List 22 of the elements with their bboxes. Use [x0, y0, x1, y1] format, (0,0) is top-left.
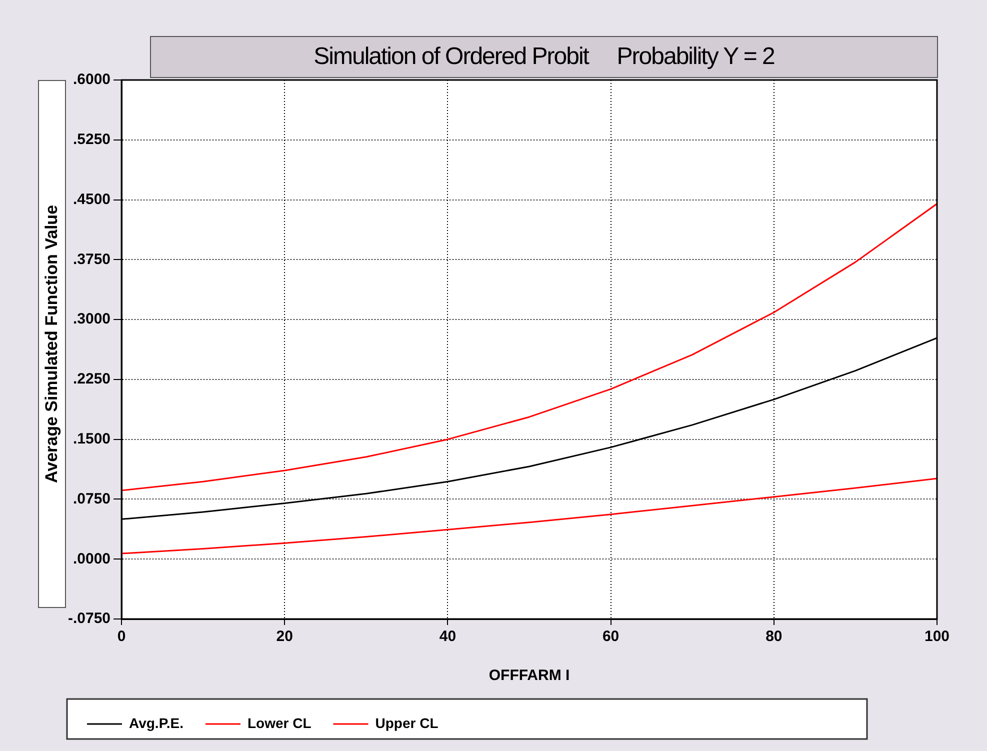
y-tick-label: .1500 [72, 430, 111, 448]
x-tick-label: 100 [924, 628, 950, 646]
legend-label: Lower CL [247, 714, 312, 731]
legend-label: Upper CL [375, 714, 439, 731]
y-tick-label: .0750 [72, 490, 111, 508]
y-tick-label: .3750 [72, 250, 111, 268]
y-axis-title: Average Simulated Function Value [42, 204, 62, 484]
y-tick-label: -.0750 [68, 610, 111, 628]
x-tick-label: 60 [602, 628, 620, 646]
x-tick-label: 80 [766, 628, 782, 646]
x-tick-label: 0 [117, 628, 126, 646]
y-tick-label: .6000 [72, 71, 111, 88]
y-tick-label: .3000 [72, 310, 111, 328]
x-tick-label: 20 [276, 628, 293, 646]
chart-title: Simulation of Ordered Probit Probability Y = 2 [150, 36, 938, 78]
x-tick-label: 40 [439, 628, 456, 646]
x-axis-title: OFFFARM I [488, 667, 570, 684]
y-tick-label: .4500 [72, 190, 111, 208]
y-tick-label: .2250 [72, 370, 111, 388]
y-tick-label: .5250 [72, 131, 111, 148]
y-tick-label: .0000 [72, 550, 111, 568]
legend-label: Avg.P.E. [129, 714, 184, 731]
